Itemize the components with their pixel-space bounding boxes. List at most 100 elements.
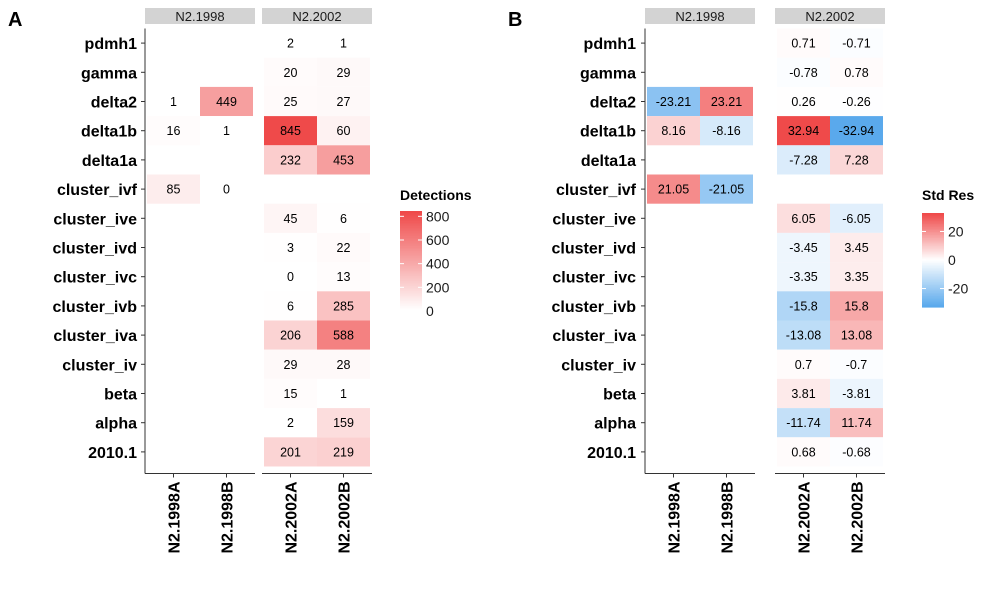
cell-value-label: 0	[223, 183, 230, 197]
legend-gradient-step	[922, 305, 944, 308]
legend-gradient-step	[400, 282, 422, 285]
legend-gradient-step	[400, 221, 422, 224]
row-label: gamma	[81, 65, 137, 82]
legend-gradient-step	[922, 213, 944, 216]
heatmap-cell	[317, 408, 370, 438]
legend-gradient-step	[400, 226, 422, 229]
legend-gradient-step	[400, 286, 422, 289]
legend-gradient-step	[400, 277, 422, 280]
cell-value-label: 1	[170, 95, 177, 109]
heatmap-cell	[777, 145, 830, 175]
cell-value-label: 22	[337, 241, 351, 255]
legend-gradient-step	[922, 283, 944, 286]
legend-gradient-step	[922, 227, 944, 230]
heatmap-cell	[317, 232, 370, 263]
legend-title: Detections	[400, 187, 472, 203]
legend-gradient-step	[400, 307, 422, 310]
legend-gradient-step	[922, 264, 944, 267]
legend-gradient-step	[922, 253, 944, 256]
legend-tick-label: 20	[948, 223, 964, 239]
cell-value-label: -8.16	[712, 124, 741, 138]
legend-gradient-step	[400, 299, 422, 302]
row-label: 2010.1	[88, 445, 137, 462]
legend-gradient-step	[400, 256, 422, 259]
legend-gradient-step	[922, 241, 944, 244]
legend-gradient-step	[400, 296, 422, 299]
legend-gradient-step	[400, 211, 422, 214]
legend-gradient-step	[922, 270, 944, 274]
column-label: N2.2002A	[284, 481, 301, 553]
cell-value-label: -32.94	[839, 124, 874, 138]
row-label: alpha	[594, 416, 636, 433]
heatmap-cell	[777, 57, 830, 87]
heatmap-cell	[830, 57, 883, 87]
heatmap-cell	[264, 437, 317, 467]
legend-gradient-step	[922, 296, 944, 299]
heatmap-cell	[777, 262, 830, 292]
legend-gradient-step	[922, 263, 944, 266]
heatmap-cell	[700, 86, 753, 117]
legend-gradient-step	[922, 252, 944, 255]
legend-gradient-step	[400, 284, 422, 287]
legend-gradient-step	[922, 219, 944, 222]
cell-value-label: 15.8	[844, 299, 868, 313]
cell-value-label: 3.81	[791, 387, 815, 401]
legend-gradient-step	[922, 272, 944, 275]
heatmap-cell	[777, 86, 830, 117]
legend-gradient-step	[400, 252, 422, 255]
cell-value-label: 15	[284, 387, 298, 401]
cell-value-label: 27	[337, 95, 351, 109]
facet-strip	[645, 8, 755, 24]
cell-value-label: -11.74	[786, 416, 821, 430]
heatmap-cell	[264, 320, 317, 350]
facet-strip-label: N2.1998	[175, 9, 224, 24]
cell-value-label: -7.28	[789, 153, 818, 167]
cell-value-label: 1	[340, 387, 347, 401]
legend-gradient-step	[922, 269, 944, 272]
legend-gradient-step	[922, 281, 944, 285]
cell-value-label: -13.08	[786, 329, 821, 343]
heatmap-cell	[264, 349, 317, 379]
facet-strip-label: N2.2002	[292, 9, 341, 24]
heatmap-cell	[264, 57, 317, 87]
heatmap-cell	[830, 320, 883, 350]
cell-value-label: 285	[333, 299, 354, 313]
heatmap-cell	[830, 437, 883, 467]
legend-gradient-step	[400, 219, 422, 222]
facet-n2-1998: N2.1998 -23.21 23.21 8.16 -8.16 21.05 -21.05 N2…	[645, 8, 755, 554]
legend-gradient-step	[922, 297, 944, 300]
row-label: cluster_ivc	[552, 270, 636, 287]
cell-value-label: -3.81	[842, 387, 871, 401]
heatmap-cell	[147, 116, 200, 146]
cell-value-label: 3.35	[844, 270, 868, 284]
cell-value-label: 6	[287, 299, 294, 313]
heatmap-cell	[317, 116, 370, 146]
heatmap-cell	[777, 320, 830, 350]
heatmap-cell	[830, 408, 883, 438]
row-label: cluster_iv	[62, 357, 137, 374]
heatmap-cell	[317, 320, 370, 350]
column-label: N2.1998B	[220, 482, 237, 554]
cell-value-label: 13	[337, 270, 351, 284]
row-label: cluster_iva	[53, 328, 137, 345]
heatmap-cell	[264, 86, 317, 117]
heatmap-cell	[317, 28, 370, 58]
legend: Detections 800 600 400 200 0	[400, 187, 472, 319]
heatmap-cell	[777, 437, 830, 467]
cell-value-label: 0.26	[791, 95, 815, 109]
heatmap-cell	[264, 232, 317, 263]
column-label: N2.1998B	[720, 482, 737, 554]
column-label: N2.2002B	[850, 482, 867, 554]
legend-tick-label: -20	[948, 281, 968, 297]
legend-gradient-step	[400, 212, 422, 215]
legend: Std Res 20 0 -20	[922, 187, 974, 308]
cell-value-label: 60	[337, 124, 351, 138]
legend-gradient-step	[922, 245, 944, 249]
legend-gradient-step	[922, 233, 944, 236]
legend-gradient-step	[400, 224, 422, 227]
row-label: delta1a	[82, 153, 137, 170]
cell-value-label: 6	[340, 212, 347, 226]
legend-gradient-step	[400, 242, 422, 245]
legend-gradient-step	[400, 236, 422, 239]
